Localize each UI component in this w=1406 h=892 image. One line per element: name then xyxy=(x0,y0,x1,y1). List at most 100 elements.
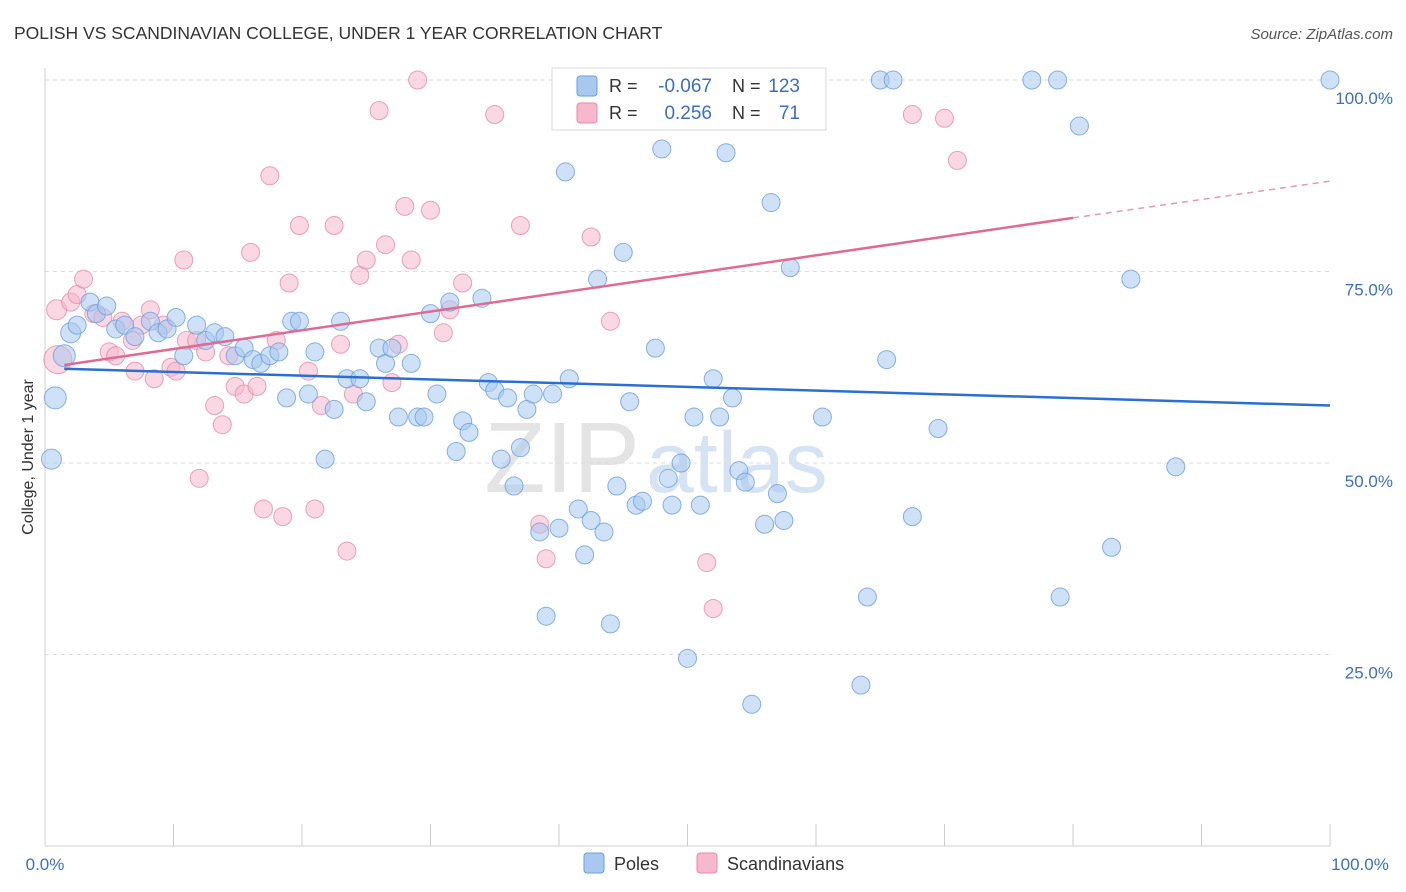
point-poles-29 xyxy=(298,384,318,404)
point-poles-45 xyxy=(427,384,447,404)
point-poles-81 xyxy=(678,648,697,668)
point-poles-92 xyxy=(755,514,775,534)
stats-swatch-poles xyxy=(576,75,598,97)
point-poles-77 xyxy=(652,139,672,159)
point-poles-72 xyxy=(613,242,633,262)
point-poles-0 xyxy=(52,344,76,368)
point-scandinavians-53 xyxy=(433,323,453,343)
trend-lines xyxy=(64,180,1331,407)
point-poles-14 xyxy=(166,307,186,327)
point-poles-108 xyxy=(1050,587,1070,607)
point-poles-56 xyxy=(510,438,530,458)
point-poles-82 xyxy=(684,407,704,427)
point-poles-100 xyxy=(857,587,877,607)
point-poles-36 xyxy=(356,392,376,412)
point-poles-65 xyxy=(568,499,588,519)
point-poles-99 xyxy=(851,675,871,695)
point-poles-78 xyxy=(658,468,678,488)
point-poles-60 xyxy=(536,606,556,626)
point-poles-110 xyxy=(1102,537,1122,557)
point-poles-33 xyxy=(331,311,351,331)
bottom-legend: Poles Scandinavians xyxy=(583,852,844,874)
point-poles-70 xyxy=(600,614,620,634)
point-scandinavians-36 xyxy=(298,361,318,381)
point-scandinavians-51 xyxy=(408,70,428,90)
point-poles-87 xyxy=(716,143,736,163)
legend-swatch-scandinavians xyxy=(696,852,718,874)
y-axis-title: College, Under 1 year xyxy=(20,379,37,535)
point-scandinavians-44 xyxy=(356,250,376,270)
point-poles-58 xyxy=(523,384,543,404)
point-poles-107 xyxy=(1048,70,1068,90)
y-tick-label-25: 25.0% xyxy=(1345,664,1393,683)
point-scandinavians-39 xyxy=(324,216,344,236)
point-poles-104 xyxy=(902,507,922,527)
point-poles-30 xyxy=(305,342,325,362)
point-poles-7 xyxy=(97,296,117,316)
point-scandinavians-40 xyxy=(331,334,351,354)
legend-swatch-poles xyxy=(583,852,605,874)
grid-lines xyxy=(45,79,1330,655)
point-scandinavians-41 xyxy=(337,541,357,561)
point-scandinavians-63 xyxy=(697,553,717,573)
point-poles-80 xyxy=(671,453,691,473)
point-poles-41 xyxy=(401,353,421,373)
scatter-points xyxy=(40,70,1340,714)
point-scandinavians-65 xyxy=(902,104,922,124)
point-poles-25 xyxy=(269,342,289,362)
trend-line-scandinavians-extension xyxy=(1072,180,1331,219)
point-scandinavians-64 xyxy=(703,599,723,619)
point-poles-111 xyxy=(1121,269,1141,289)
point-poles-2 xyxy=(40,448,62,470)
stats-swatch-scandinavians xyxy=(576,102,598,124)
point-scandinavians-56 xyxy=(485,104,505,124)
point-poles-109 xyxy=(1069,116,1089,136)
stats-n-label-scandinavians: N = xyxy=(732,103,761,123)
point-poles-16 xyxy=(187,315,207,335)
point-scandinavians-60 xyxy=(581,227,601,247)
point-poles-83 xyxy=(690,495,710,515)
point-scandinavians-57 xyxy=(510,216,530,236)
point-poles-106 xyxy=(1022,70,1042,90)
point-poles-71 xyxy=(607,476,627,496)
point-poles-10 xyxy=(125,327,145,347)
point-scandinavians-34 xyxy=(279,273,299,293)
point-poles-67 xyxy=(581,510,601,530)
point-poles-49 xyxy=(459,422,479,442)
point-poles-69 xyxy=(594,522,614,542)
point-poles-62 xyxy=(549,518,569,538)
point-poles-90 xyxy=(735,472,755,492)
point-poles-47 xyxy=(446,442,466,462)
stats-n-label-poles: N = xyxy=(732,76,761,96)
point-poles-53 xyxy=(491,449,511,469)
point-poles-88 xyxy=(722,388,742,408)
x-tick-label-min: 0.0% xyxy=(26,855,65,874)
point-poles-73 xyxy=(620,392,640,412)
point-scandinavians-49 xyxy=(395,196,415,216)
point-poles-113 xyxy=(1320,70,1340,90)
point-poles-63 xyxy=(555,162,575,182)
point-scandinavians-67 xyxy=(947,150,967,170)
trend-line-scandinavians xyxy=(64,216,1074,367)
point-scandinavians-37 xyxy=(305,499,325,519)
point-scandinavians-61 xyxy=(600,311,620,331)
point-scandinavians-35 xyxy=(289,216,309,236)
point-scandinavians-4 xyxy=(74,269,94,289)
point-scandinavians-18 xyxy=(174,250,194,270)
point-scandinavians-28 xyxy=(241,242,261,262)
point-poles-96 xyxy=(780,258,800,278)
point-poles-4 xyxy=(67,315,87,335)
stats-box: R = -0.067 N = 123 R = 0.256 N = 71 xyxy=(551,67,827,131)
point-poles-91 xyxy=(742,694,762,714)
point-poles-75 xyxy=(633,491,653,511)
point-scandinavians-47 xyxy=(382,373,402,393)
point-poles-86 xyxy=(710,407,730,427)
point-poles-54 xyxy=(498,388,518,408)
point-poles-59 xyxy=(530,522,550,542)
point-scandinavians-52 xyxy=(421,200,440,220)
point-scandinavians-45 xyxy=(369,101,389,121)
chart-title: POLISH VS SCANDINAVIAN COLLEGE, UNDER 1 … xyxy=(14,23,663,43)
point-poles-46 xyxy=(440,292,460,312)
